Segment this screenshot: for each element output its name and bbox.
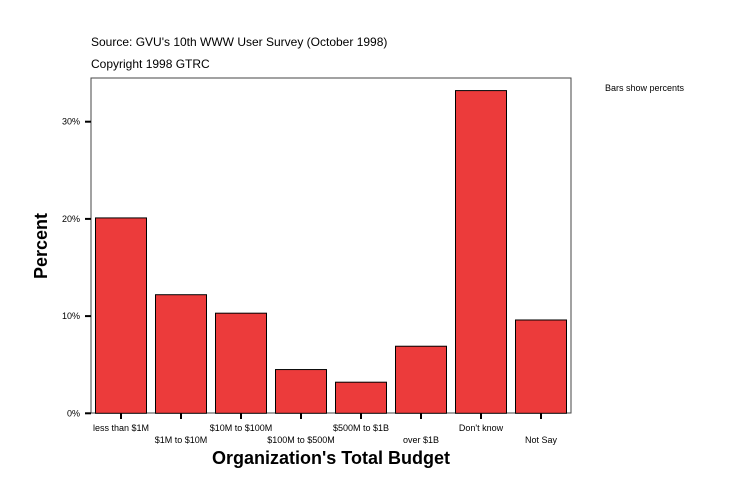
bar	[335, 381, 387, 414]
y-tick-label: 10%	[62, 311, 80, 321]
x-tick-label: over $1B	[403, 435, 439, 445]
plot-frame	[90, 77, 572, 414]
x-tick-label: Don't know	[459, 423, 504, 433]
x-tick-label: $1M to $10M	[155, 435, 208, 445]
bar	[395, 345, 447, 414]
source-text: Source: GVU's 10th WWW User Survey (Octo…	[91, 35, 387, 49]
y-tick-label: 0%	[67, 408, 80, 418]
x-tick-label: $100M to $500M	[267, 435, 335, 445]
x-tick-label: less than $1M	[93, 423, 149, 433]
y-axis-title: Percent	[31, 213, 51, 279]
bar	[275, 369, 327, 414]
bar	[455, 90, 507, 414]
x-tick-label: $500M to $1B	[333, 423, 389, 433]
bars-note: Bars show percents	[605, 83, 685, 93]
x-tick-label: Not Say	[525, 435, 558, 445]
bar	[215, 312, 267, 414]
x-axis-title: Organization's Total Budget	[212, 448, 450, 468]
bar	[515, 319, 567, 414]
bar	[95, 217, 147, 414]
y-tick-label: 30%	[62, 117, 80, 127]
copyright-text: Copyright 1998 GTRC	[91, 57, 210, 71]
bar	[155, 294, 207, 414]
y-tick-label: 20%	[62, 214, 80, 224]
x-tick-label: $10M to $100M	[210, 423, 273, 433]
